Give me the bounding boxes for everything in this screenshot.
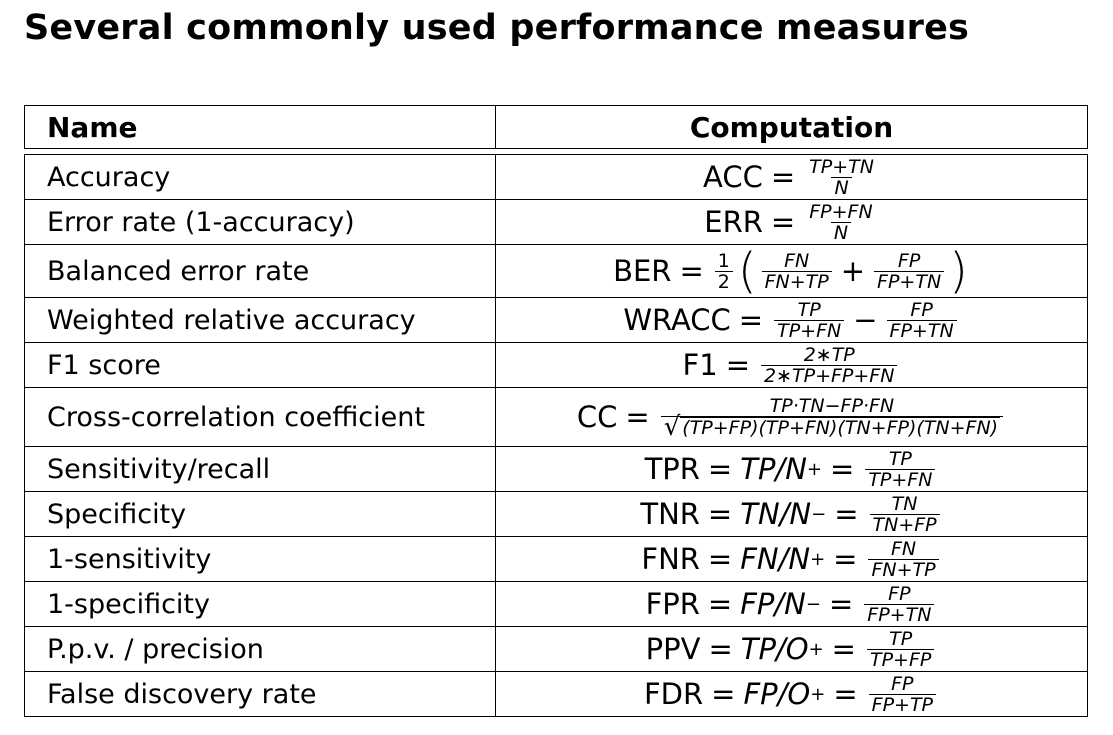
measure-formula: FDR = FP/O + = FP FP+TP [495, 671, 1088, 717]
table-row: 1-sensitivity FNR = FN/N + = FN FN+TP [24, 536, 1088, 582]
formula-fraction: 2∗TP 2∗TP+FP+FN [761, 345, 898, 386]
table-row: Specificity TNR = TN/N − = TN TN+FP [24, 491, 1088, 537]
table-row: Cross-correlation coefficient CC = TP·TN… [24, 387, 1088, 447]
measure-name: Sensitivity/recall [24, 446, 496, 492]
formula-fraction: FN FN+TP [761, 251, 832, 292]
slide-title: Several commonly used performance measur… [24, 8, 970, 48]
formula-fraction: 1 2 [714, 251, 733, 292]
header-name: Name [24, 105, 496, 149]
measure-name: F1 score [24, 342, 496, 388]
formula-fraction: TP TP+FN [774, 300, 845, 341]
formula-lhs: CC [576, 400, 618, 434]
formula-lhs: WRACC [623, 303, 731, 337]
formula-fraction: TP·TN−FP·FN √ (TP+FP)(TP+FN)(TN+FP)(TN+F… [660, 396, 1004, 442]
measure-formula: WRACC = TP TP+FN − FP FP+TN [495, 297, 1088, 343]
formula-fraction: TP TP+FP [866, 629, 935, 670]
measure-name: P.p.v. / precision [24, 626, 496, 672]
formula-fraction: FN FN+TP [868, 539, 939, 580]
formula-lhs: FNR [641, 542, 700, 576]
measure-name: Accuracy [24, 154, 496, 200]
measure-name: Specificity [24, 491, 496, 537]
table-row: Weighted relative accuracy WRACC = TP TP… [24, 297, 1088, 343]
measure-formula: ACC = TP+TN N [495, 154, 1088, 200]
measure-formula: ERR = FP+FN N [495, 199, 1088, 245]
measure-formula: FPR = FP/N − = FP FP+TN [495, 581, 1088, 627]
performance-measures-table: Name Computation Accuracy ACC = TP+TN N … [24, 105, 1088, 717]
measure-formula: FNR = FN/N + = FN FN+TP [495, 536, 1088, 582]
measure-formula: CC = TP·TN−FP·FN √ (TP+FP)(TP+FN)(TN+FP)… [495, 387, 1088, 447]
formula-fraction: TP TP+FN [865, 449, 936, 490]
table-row: Error rate (1-accuracy) ERR = FP+FN N [24, 199, 1088, 245]
formula-lhs: ACC [703, 160, 763, 194]
table-row: F1 score F1 = 2∗TP 2∗TP+FP+FN [24, 342, 1088, 388]
measure-formula: TNR = TN/N − = TN TN+FP [495, 491, 1088, 537]
formula-lhs: FDR [643, 677, 704, 711]
formula-fraction: FP FP+TN [874, 251, 945, 292]
measure-name: False discovery rate [24, 671, 496, 717]
measure-formula: TPR = TP/N + = TP TP+FN [495, 446, 1088, 492]
formula-lhs: TPR [644, 452, 700, 486]
header-computation: Computation [495, 105, 1088, 149]
measure-name: Cross-correlation coefficient [24, 387, 496, 447]
measure-name: Balanced error rate [24, 244, 496, 298]
table-row: Sensitivity/recall TPR = TP/N + = TP TP+F… [24, 446, 1088, 492]
table-row: False discovery rate FDR = FP/O + = FP FP… [24, 671, 1088, 717]
formula-fraction: FP+FN N [809, 200, 873, 244]
table-row: Balanced error rate BER = 1 2 ( FN FN+TP… [24, 244, 1088, 298]
formula-lhs: BER [613, 254, 672, 288]
measure-name: 1-specificity [24, 581, 496, 627]
formula-lhs: PPV [645, 632, 701, 666]
table-row: Accuracy ACC = TP+TN N [24, 154, 1088, 200]
table-header-row: Name Computation [24, 105, 1088, 149]
formula-fraction: FP FP+TP [868, 674, 937, 715]
table-row: 1-specificity FPR = FP/N − = FP FP+TN [24, 581, 1088, 627]
measure-formula: PPV = TP/O + = TP TP+FP [495, 626, 1088, 672]
measure-name: Weighted relative accuracy [24, 297, 496, 343]
measure-name: 1-sensitivity [24, 536, 496, 582]
measure-formula: F1 = 2∗TP 2∗TP+FP+FN [495, 342, 1088, 388]
formula-lhs: ERR [704, 205, 763, 239]
formula-fraction: TP+TN N [809, 155, 874, 199]
formula-fraction: TN TN+FP [869, 494, 940, 535]
measure-name: Error rate (1-accuracy) [24, 199, 496, 245]
formula-lhs: FPR [645, 587, 700, 621]
formula-lhs: TNR [640, 497, 700, 531]
formula-fraction: FP FP+TN [864, 584, 935, 625]
formula-lhs: F1 [682, 348, 718, 382]
formula-fraction: FP FP+TN [886, 300, 957, 341]
measure-formula: BER = 1 2 ( FN FN+TP + FP FP+TN ) [495, 244, 1088, 298]
sqrt-symbol: √ (TP+FP)(TP+FN)(TN+FP)(TN+FN) [663, 411, 1001, 442]
table-row: P.p.v. / precision PPV = TP/O + = TP TP+F… [24, 626, 1088, 672]
